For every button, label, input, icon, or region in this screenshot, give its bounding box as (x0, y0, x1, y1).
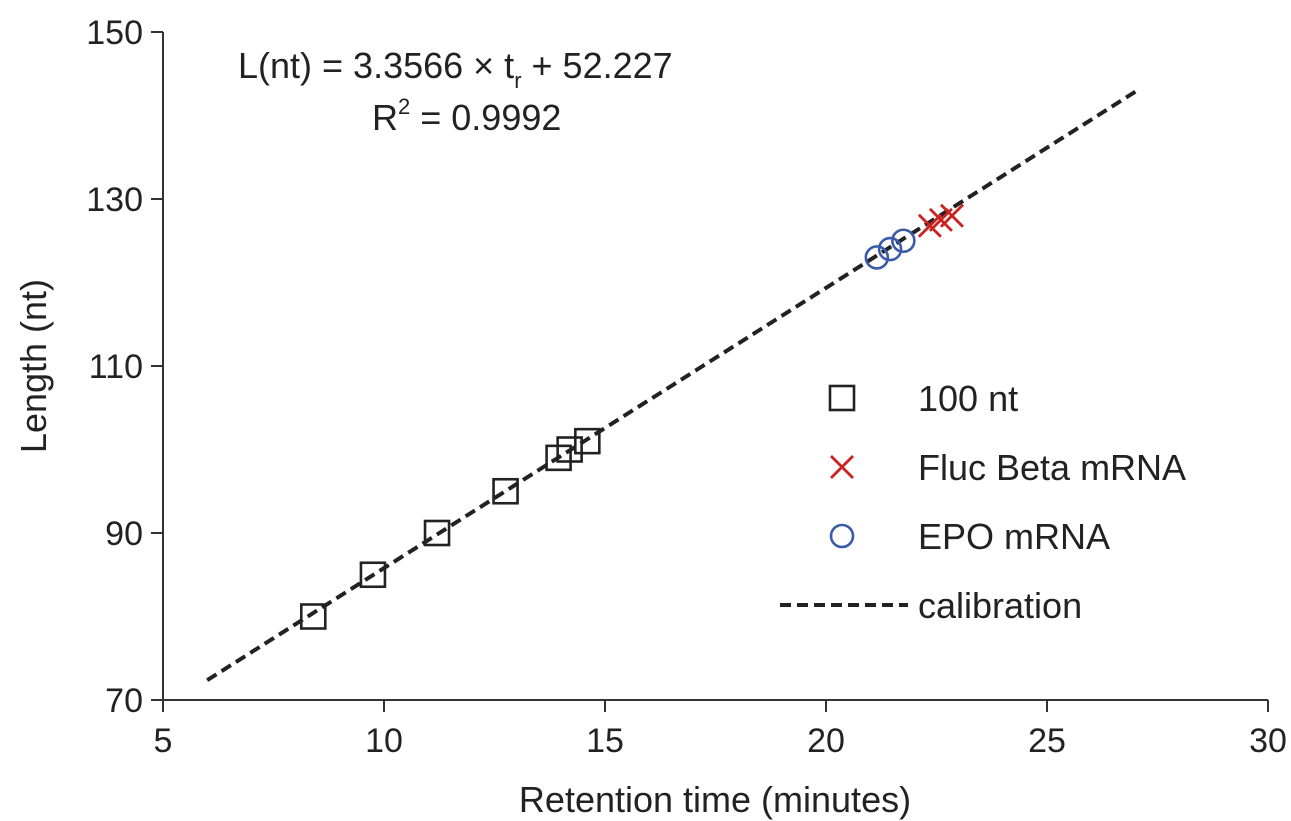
point-100-nt (556, 436, 583, 463)
r-squared-suffix: = 0.9992 (410, 97, 561, 138)
legend-swatch-fluc-beta-mrna-stroke (830, 455, 854, 479)
r-squared-prefix: R (372, 97, 398, 138)
ticks: 5 10 15 20 25 30 70 90 110 130 150 (86, 14, 1287, 760)
equation-annotation: L(nt) = 3.3566 × tr + 52.227 R2 = 0.9992 (238, 45, 673, 138)
x-axis-title: Retention time (minutes) (519, 779, 911, 820)
equation-prefix: L(nt) = 3.3566 × t (238, 45, 514, 86)
point-epo-mrna (891, 228, 916, 254)
legend-swatch-100-nt (828, 384, 856, 412)
y-tick-label: 70 (105, 682, 143, 720)
legend: 100 nt Fluc Beta mRNA EPO mRNA calibration (780, 378, 1186, 626)
y-tick-label: 90 (105, 515, 143, 553)
point-100-nt (574, 427, 601, 455)
point-epo-mrna (877, 236, 903, 262)
x-tick-label: 5 (154, 722, 173, 760)
legend-label-100-nt: 100 nt (918, 378, 1018, 419)
y-tick-label: 130 (86, 181, 143, 219)
point-fluc-beta-mrna (939, 203, 964, 228)
x-tick-label: 20 (807, 722, 845, 760)
y-tick-label: 150 (86, 14, 143, 52)
legend-label-calibration: calibration (918, 585, 1082, 626)
point-fluc-beta-mrna-stroke (939, 203, 964, 228)
point-epo-mrna (864, 245, 890, 270)
data-marks (299, 203, 964, 630)
point-100-nt (492, 477, 519, 505)
x-tick-label: 25 (1028, 722, 1066, 760)
x-tick-label: 15 (586, 722, 624, 760)
point-fluc-beta-mrna (917, 213, 942, 238)
point-100-nt (299, 603, 327, 630)
legend-label-fluc-beta-mrna: Fluc Beta mRNA (918, 447, 1186, 488)
calibration-layer (206, 87, 1141, 682)
y-axis-title: Length (nt) (13, 279, 54, 453)
point-100-nt (423, 519, 451, 547)
calibration-line (206, 87, 1141, 682)
legend-label-epo-mrna: EPO mRNA (918, 516, 1110, 557)
axes (162, 32, 1268, 701)
equation-subscript: r (514, 68, 521, 93)
point-fluc-beta-mrna-stroke (917, 213, 942, 238)
x-tick-label: 30 (1249, 722, 1287, 760)
equation-suffix: + 52.227 (522, 45, 673, 86)
x-tick-label: 10 (365, 722, 403, 760)
r-squared-text: R2 = 0.9992 (372, 94, 561, 138)
y-tick-label: 110 (89, 348, 143, 386)
equation-text: L(nt) = 3.3566 × tr + 52.227 (238, 45, 673, 93)
r-squared-superscript: 2 (398, 94, 410, 119)
legend-swatch-epo-mrna (829, 523, 855, 549)
point-100-nt (359, 561, 387, 589)
legend-swatch-fluc-beta-mrna (830, 455, 854, 479)
